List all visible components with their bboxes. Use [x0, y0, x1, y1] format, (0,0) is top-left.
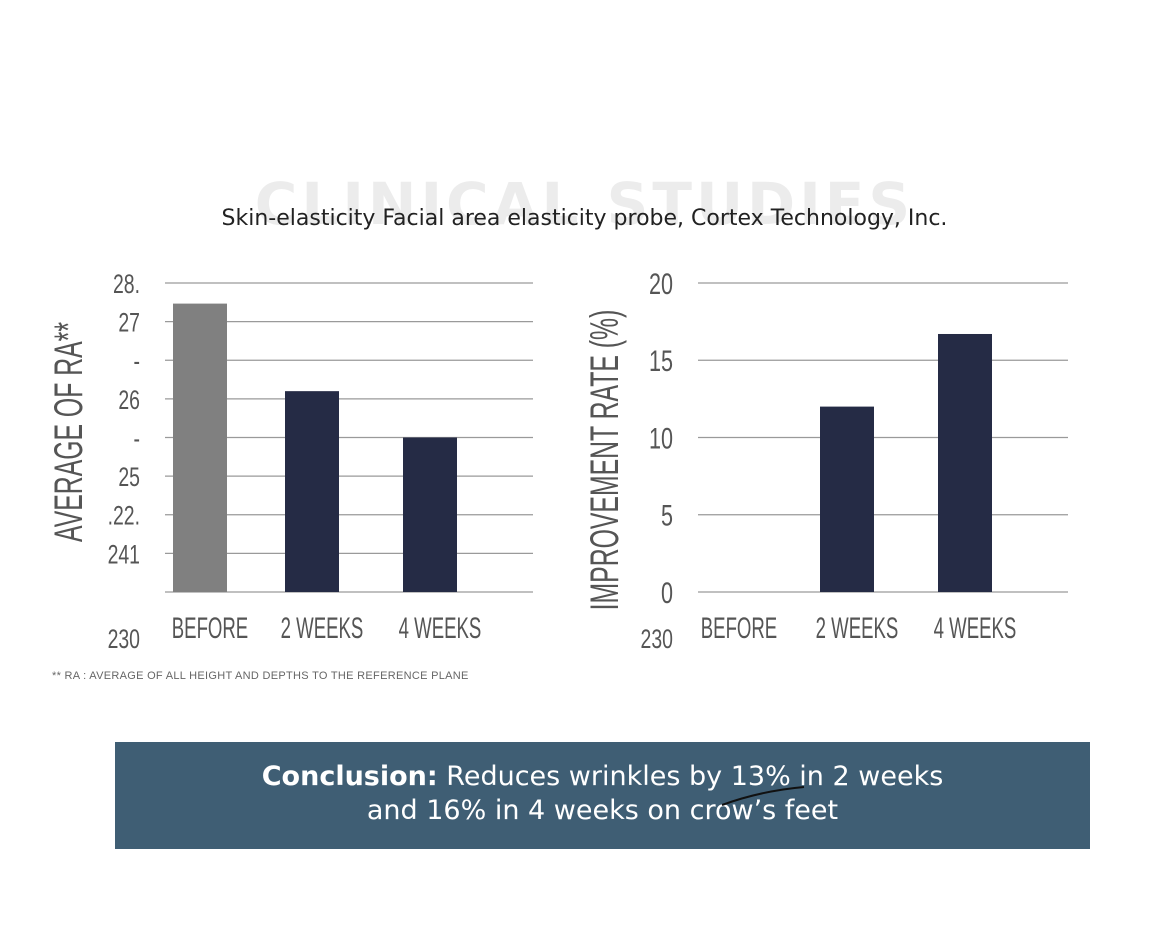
right-tick-label: 0 [661, 575, 673, 609]
conclusion-text-1: Reduces wrinkles by 13% in 2 weeks [446, 761, 944, 792]
right-tick-label: 10 [649, 421, 673, 455]
left-category-label: 4 WEEKS [399, 612, 482, 646]
conclusion-text-2: and 16% in 4 weeks on crow’s feet [366, 795, 839, 826]
right-tick-label: 5 [661, 498, 673, 532]
right-bar-4-weeks [938, 333, 992, 592]
left-tick-label: 27 [118, 308, 140, 338]
watermark-title: CLINICAL STUDIES [254, 170, 915, 232]
right-bar-2-weeks [820, 406, 874, 592]
left-category-label: 2 WEEKS [281, 612, 364, 646]
chart-subtitle: Skin-elasticity Facial area elasticity p… [221, 206, 948, 231]
left-bar-4-weeks [403, 437, 457, 592]
left-tick-label: 230 [108, 624, 140, 654]
left-tick-label: - [134, 346, 140, 376]
conclusion-banner: Conclusion: Reduces wrinkles by 13% in 2… [115, 742, 1090, 849]
right-y-axis-label: IMPROVEMENT RATE (%) [583, 310, 627, 611]
left-tick-label: .22. [108, 501, 140, 531]
left-tick-label: - [134, 423, 140, 453]
right-category-label: 4 WEEKS [934, 612, 1017, 646]
left-tick-label: 28. [113, 269, 140, 299]
left-category-label: BEFORE [172, 612, 248, 646]
left-tick-label: 25 [118, 462, 140, 492]
left-y-axis-label: AVERAGE OF RA** [47, 322, 91, 542]
left-bar-2-weeks [285, 391, 339, 592]
handdrawn-underline [721, 786, 805, 806]
right-category-label: BEFORE [701, 612, 777, 646]
conclusion-label: Conclusion: [261, 761, 438, 792]
right-tick-label: 15 [649, 344, 673, 378]
conclusion-line-1: Conclusion: Reduces wrinkles by 13% in 2… [115, 760, 1090, 794]
right-tick-label: 20 [649, 266, 673, 300]
left-tick-label: 26 [118, 385, 140, 415]
right-category-label: 2 WEEKS [816, 612, 899, 646]
left-bar-before [173, 303, 227, 592]
charts-canvas: 230 241 .22. 25 - 26 - 27 28. BEFORE 2 WEEKS 4 WEEK… [47, 266, 1068, 654]
footnote: ** RA : AVERAGE OF ALL HEIGHT AND DEPTHS… [52, 670, 469, 682]
right-corner-label: 230 [641, 624, 673, 654]
left-tick-label: 241 [108, 539, 140, 569]
